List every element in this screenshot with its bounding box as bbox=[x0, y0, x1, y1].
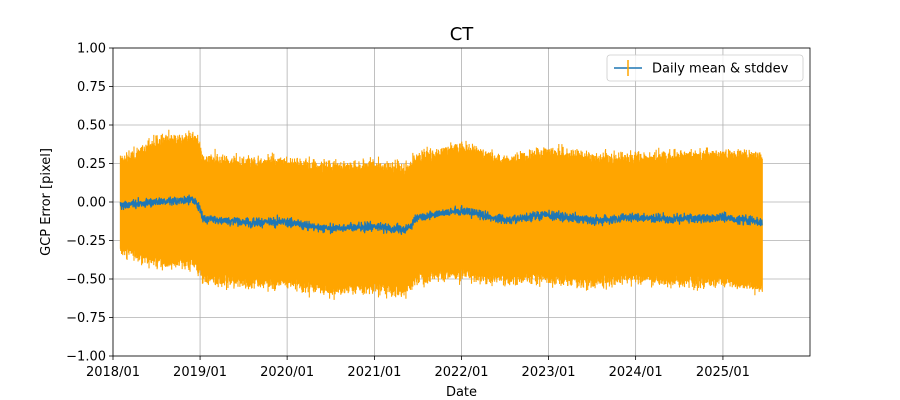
y-tick-label: 0.50 bbox=[77, 119, 106, 134]
y-tick-label: 0.75 bbox=[77, 80, 106, 95]
x-tick-label: 2024/01 bbox=[609, 365, 663, 380]
x-tick-label: 2022/01 bbox=[434, 365, 488, 380]
y-tick-label: 0.25 bbox=[77, 157, 106, 172]
y-tick-label: 0.00 bbox=[77, 196, 106, 211]
x-tick-label: 2023/01 bbox=[522, 365, 576, 380]
x-axis-ticks: 2018/01 2019/01 2020/01 2021/01 2022/01 2023/… bbox=[86, 356, 750, 380]
chart-title: CT bbox=[450, 24, 475, 45]
y-tick-label: −0.25 bbox=[66, 234, 106, 249]
x-tick-label: 2019/01 bbox=[173, 365, 227, 380]
y-tick-label: −1.00 bbox=[66, 350, 106, 365]
y-tick-label: −0.75 bbox=[66, 311, 106, 326]
mean-line-series bbox=[119, 194, 763, 235]
legend: Daily mean & stddev bbox=[606, 54, 804, 82]
y-axis-label: GCP Error [pixel] bbox=[39, 148, 54, 256]
y-axis-ticks: −1.00 −0.75 −0.50 −0.25 0.00 0.25 0.50 0.75 1.00 bbox=[66, 42, 113, 365]
x-tick-label: 2018/01 bbox=[86, 365, 140, 380]
mean-line bbox=[119, 194, 763, 235]
x-tick-label: 2021/01 bbox=[347, 365, 401, 380]
y-tick-label: −0.50 bbox=[66, 273, 106, 288]
legend-entry-label: Daily mean & stddev bbox=[652, 62, 789, 77]
y-tick-label: 1.00 bbox=[77, 42, 106, 57]
x-tick-label: 2020/01 bbox=[260, 365, 314, 380]
x-tick-label: 2025/01 bbox=[696, 365, 750, 380]
legend-box bbox=[606, 54, 804, 82]
x-axis-label: Date bbox=[446, 385, 477, 400]
